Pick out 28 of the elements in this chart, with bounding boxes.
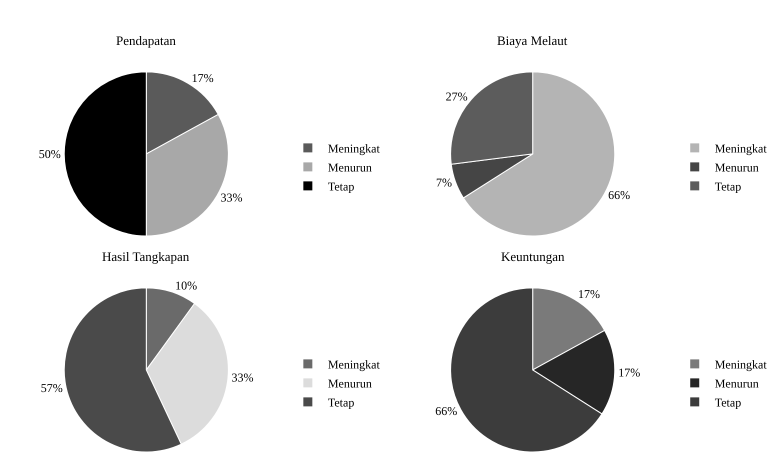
data-label: 10% (175, 278, 198, 293)
data-label: 27% (446, 90, 468, 104)
legend-label: Menurun (714, 376, 759, 391)
legend-label: Meningkat (714, 142, 768, 156)
legend-label: Meningkat (714, 358, 768, 372)
legend-label: Meningkat (328, 142, 380, 156)
legend-label: Tetap (328, 180, 354, 194)
legend-label: Menurun (328, 160, 372, 175)
data-label: 17% (618, 366, 640, 380)
data-label: 17% (578, 287, 600, 302)
legend-label: Menurun (328, 376, 372, 391)
data-label: 33% (232, 370, 254, 385)
chart-title: Pendapatan (116, 33, 176, 48)
data-label: 7% (436, 176, 452, 190)
legend-label: Tetap (714, 396, 742, 410)
data-label: 57% (40, 381, 63, 396)
chart-title: Keuntungan (501, 249, 566, 264)
legend-label: Tetap (714, 180, 742, 194)
data-label: 50% (38, 146, 61, 161)
data-label: 33% (220, 190, 242, 205)
chart-title: Biaya Melaut (497, 33, 568, 48)
data-label: 66% (608, 188, 630, 202)
data-label: 66% (435, 404, 458, 418)
legend-label: Meningkat (328, 358, 380, 372)
chart-title: Hasil Tangkapan (102, 249, 190, 264)
legend-label: Menurun (714, 160, 759, 175)
data-label: 17% (192, 71, 214, 86)
legend-label: Tetap (328, 396, 354, 410)
